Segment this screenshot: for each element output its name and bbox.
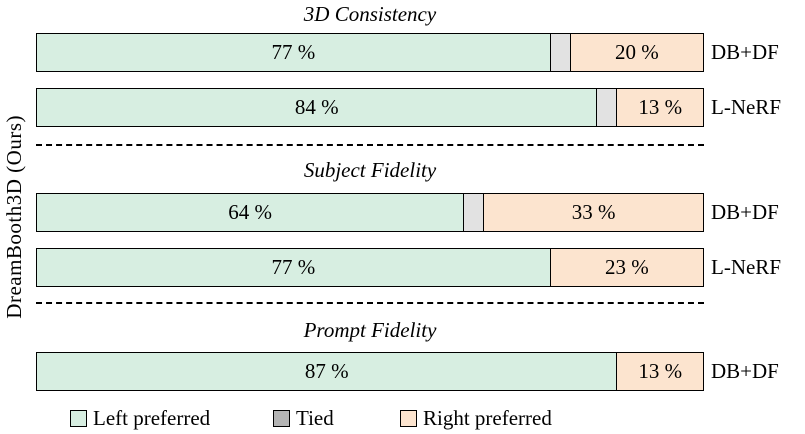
y-axis-label-wrap: DreamBooth3D (Ours) — [0, 0, 28, 434]
bar-row: 77 % 23 % L-NeRF — [36, 248, 781, 287]
dashed-separator — [36, 144, 704, 146]
bar-row: 87 % 13 % DB+DF — [36, 352, 779, 391]
segment-right-preferred: 33 % — [483, 194, 703, 231]
group-title: Subject Fidelity — [303, 158, 437, 182]
segment-left-preferred: 84 % — [37, 89, 597, 126]
segment-left-preferred: 77 % — [37, 34, 550, 71]
segment-right-preferred: 13 % — [616, 89, 703, 126]
row-label: DB+DF — [711, 359, 779, 383]
stacked-bar: 77 % 20 % — [36, 33, 704, 72]
stacked-bar: 84 % 13 % — [36, 88, 704, 127]
segment-tied — [463, 194, 484, 231]
segment-right-preferred: 23 % — [549, 249, 703, 286]
legend-label: Right preferred — [423, 405, 552, 430]
y-axis-label: DreamBooth3D (Ours) — [1, 115, 26, 319]
legend-item-left-preferred: Left preferred — [70, 403, 210, 433]
segment-tied — [549, 34, 570, 71]
segment-right-preferred: 20 % — [569, 34, 703, 71]
stacked-bar: 77 % 23 % — [36, 248, 704, 287]
row-label: L-NeRF — [711, 95, 781, 119]
dashed-separator — [36, 302, 704, 304]
legend: Left preferred Tied Right preferred — [70, 403, 770, 433]
segment-left-preferred: 87 % — [37, 353, 617, 390]
left-preferred-swatch-icon — [70, 409, 87, 427]
legend-label: Left preferred — [93, 405, 211, 430]
right-preferred-swatch-icon — [400, 409, 417, 427]
row-label: DB+DF — [711, 200, 779, 224]
segment-right-preferred: 13 % — [616, 353, 703, 390]
segment-tied — [596, 89, 617, 126]
group-title: 3D Consistency — [303, 2, 437, 26]
row-label: DB+DF — [711, 40, 779, 64]
legend-item-tied: Tied — [273, 403, 334, 433]
legend-label: Tied — [296, 405, 334, 430]
segment-left-preferred: 64 % — [37, 194, 464, 231]
row-label: L-NeRF — [711, 255, 781, 279]
stacked-bar: 87 % 13 % — [36, 352, 704, 391]
bar-row: 84 % 13 % L-NeRF — [36, 88, 781, 127]
legend-item-right-preferred: Right preferred — [400, 403, 552, 433]
segment-left-preferred: 77 % — [37, 249, 550, 286]
stacked-bar: 64 % 33 % — [36, 193, 704, 232]
bar-row: 64 % 33 % DB+DF — [36, 193, 779, 232]
group-title: Prompt Fidelity — [303, 318, 437, 342]
bar-row: 77 % 20 % DB+DF — [36, 33, 779, 72]
tied-swatch-icon — [273, 409, 290, 427]
